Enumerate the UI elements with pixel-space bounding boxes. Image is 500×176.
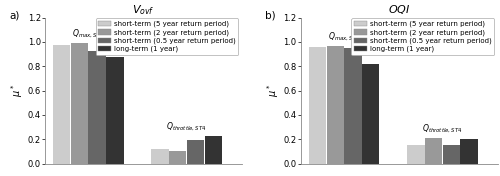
Bar — [152, 149, 169, 164]
Bar — [460, 139, 477, 164]
Title: $V_{ovf}$: $V_{ovf}$ — [132, 4, 154, 17]
Text: $Q_{throttle,ST4}$: $Q_{throttle,ST4}$ — [422, 123, 463, 135]
Text: a): a) — [10, 10, 20, 20]
Bar — [71, 43, 88, 164]
Text: $Q_{max,ST8}$: $Q_{max,ST8}$ — [328, 30, 360, 43]
Legend: short-term (5 year return period), short-term (2 year return period), short-term: short-term (5 year return period), short… — [96, 18, 238, 55]
Bar — [106, 56, 124, 164]
Bar — [309, 47, 326, 164]
Bar — [169, 151, 186, 164]
Legend: short-term (5 year return period), short-term (2 year return period), short-term: short-term (5 year return period), short… — [352, 18, 494, 55]
Title: $OQI$: $OQI$ — [388, 4, 410, 16]
Text: $Q_{max,ST8}$: $Q_{max,ST8}$ — [72, 27, 104, 40]
Bar — [88, 51, 106, 164]
Bar — [53, 45, 70, 164]
Bar — [344, 48, 362, 164]
Text: $Q_{throttle,ST4}$: $Q_{throttle,ST4}$ — [166, 121, 207, 133]
Bar — [407, 145, 424, 164]
Bar — [362, 64, 380, 164]
Bar — [204, 136, 222, 164]
Bar — [425, 138, 442, 164]
Text: b): b) — [266, 10, 276, 20]
Bar — [442, 145, 460, 164]
Bar — [187, 140, 204, 164]
Y-axis label: $\mu^*$: $\mu^*$ — [265, 84, 280, 97]
Bar — [326, 46, 344, 164]
Y-axis label: $\mu^*$: $\mu^*$ — [9, 84, 25, 97]
